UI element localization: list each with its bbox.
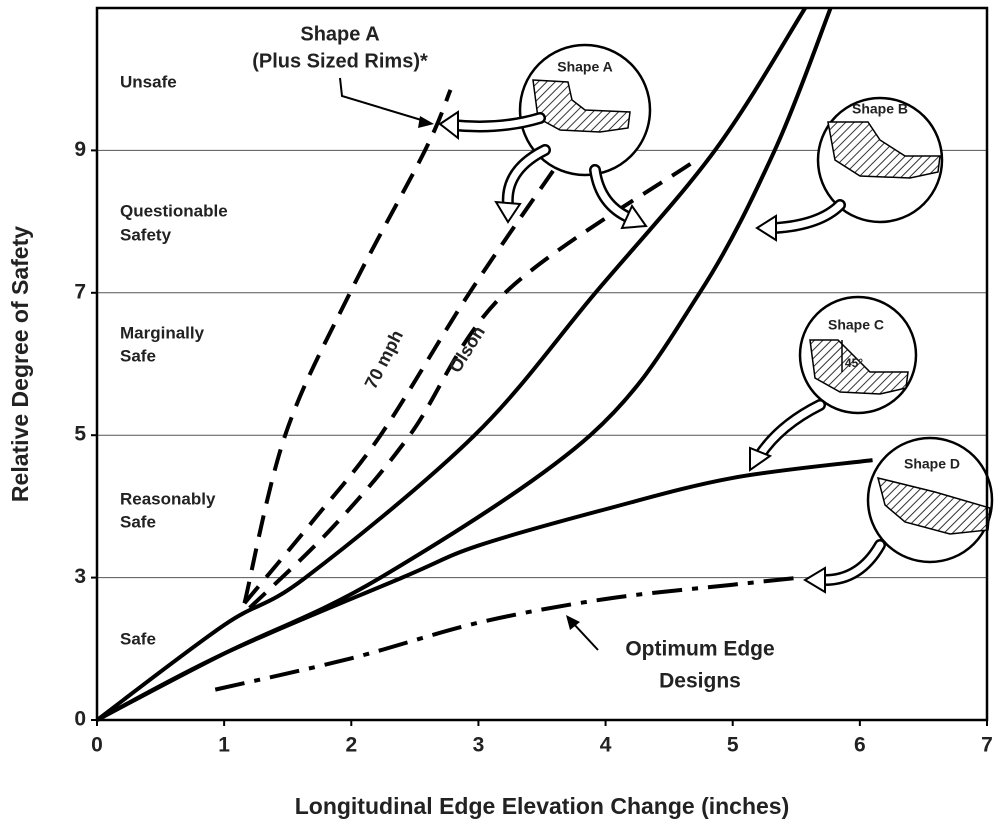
- x-tick-label: 4: [600, 734, 612, 757]
- annotation: Designs: [659, 670, 741, 693]
- y-tick-label: 3: [74, 565, 86, 588]
- x-tick-label: 5: [727, 734, 739, 757]
- zone-label: Questionable: [120, 201, 228, 220]
- annotation: (Plus Sized Rims)*: [252, 50, 428, 72]
- zone-label: Safe: [120, 512, 156, 531]
- shape-label: Shape A: [557, 59, 613, 75]
- y-tick-label: 7: [74, 280, 86, 303]
- x-tick-label: 3: [473, 734, 485, 757]
- shape-label: Shape C: [828, 317, 884, 333]
- shape-label: Shape D: [904, 456, 960, 472]
- shape-callouts: [339, 43, 994, 651]
- y-tick-label: 5: [74, 423, 86, 446]
- y-axis-title: Relative Degree of Safety: [7, 226, 33, 502]
- zone-label: Unsafe: [120, 72, 177, 91]
- angle-label: 45°: [845, 356, 863, 370]
- zone-label: Safety: [120, 225, 172, 244]
- zone-label: Marginally: [120, 323, 205, 342]
- x-tick-label: 2: [345, 734, 357, 757]
- line-series: [95, 6, 807, 722]
- line-series: [214, 575, 801, 692]
- x-tick-label: 6: [854, 734, 866, 757]
- annotation: Shape A: [300, 23, 379, 45]
- x-tick-label: 7: [981, 734, 993, 757]
- y-tick-label: 9: [74, 138, 86, 161]
- line-series: [242, 159, 562, 605]
- zone-label: Reasonably: [120, 489, 216, 508]
- annotation: Optimum Edge: [625, 638, 774, 661]
- annotation: 70 mph: [361, 327, 407, 392]
- x-axis-title: Longitudinal Edge Elevation Change (inch…: [295, 793, 790, 819]
- y-tick-label: 0: [74, 708, 86, 731]
- shape-label: Shape B: [852, 101, 908, 117]
- x-tick-label: 1: [218, 734, 230, 757]
- line-series: [96, 458, 873, 722]
- line-series: [248, 159, 696, 610]
- plot-frame: [95, 6, 989, 722]
- line-series: [242, 89, 453, 604]
- zone-label: Safe: [120, 629, 156, 648]
- x-tick-label: 0: [91, 734, 103, 757]
- zone-label: Safe: [120, 346, 156, 365]
- annotation: Olson: [445, 322, 489, 376]
